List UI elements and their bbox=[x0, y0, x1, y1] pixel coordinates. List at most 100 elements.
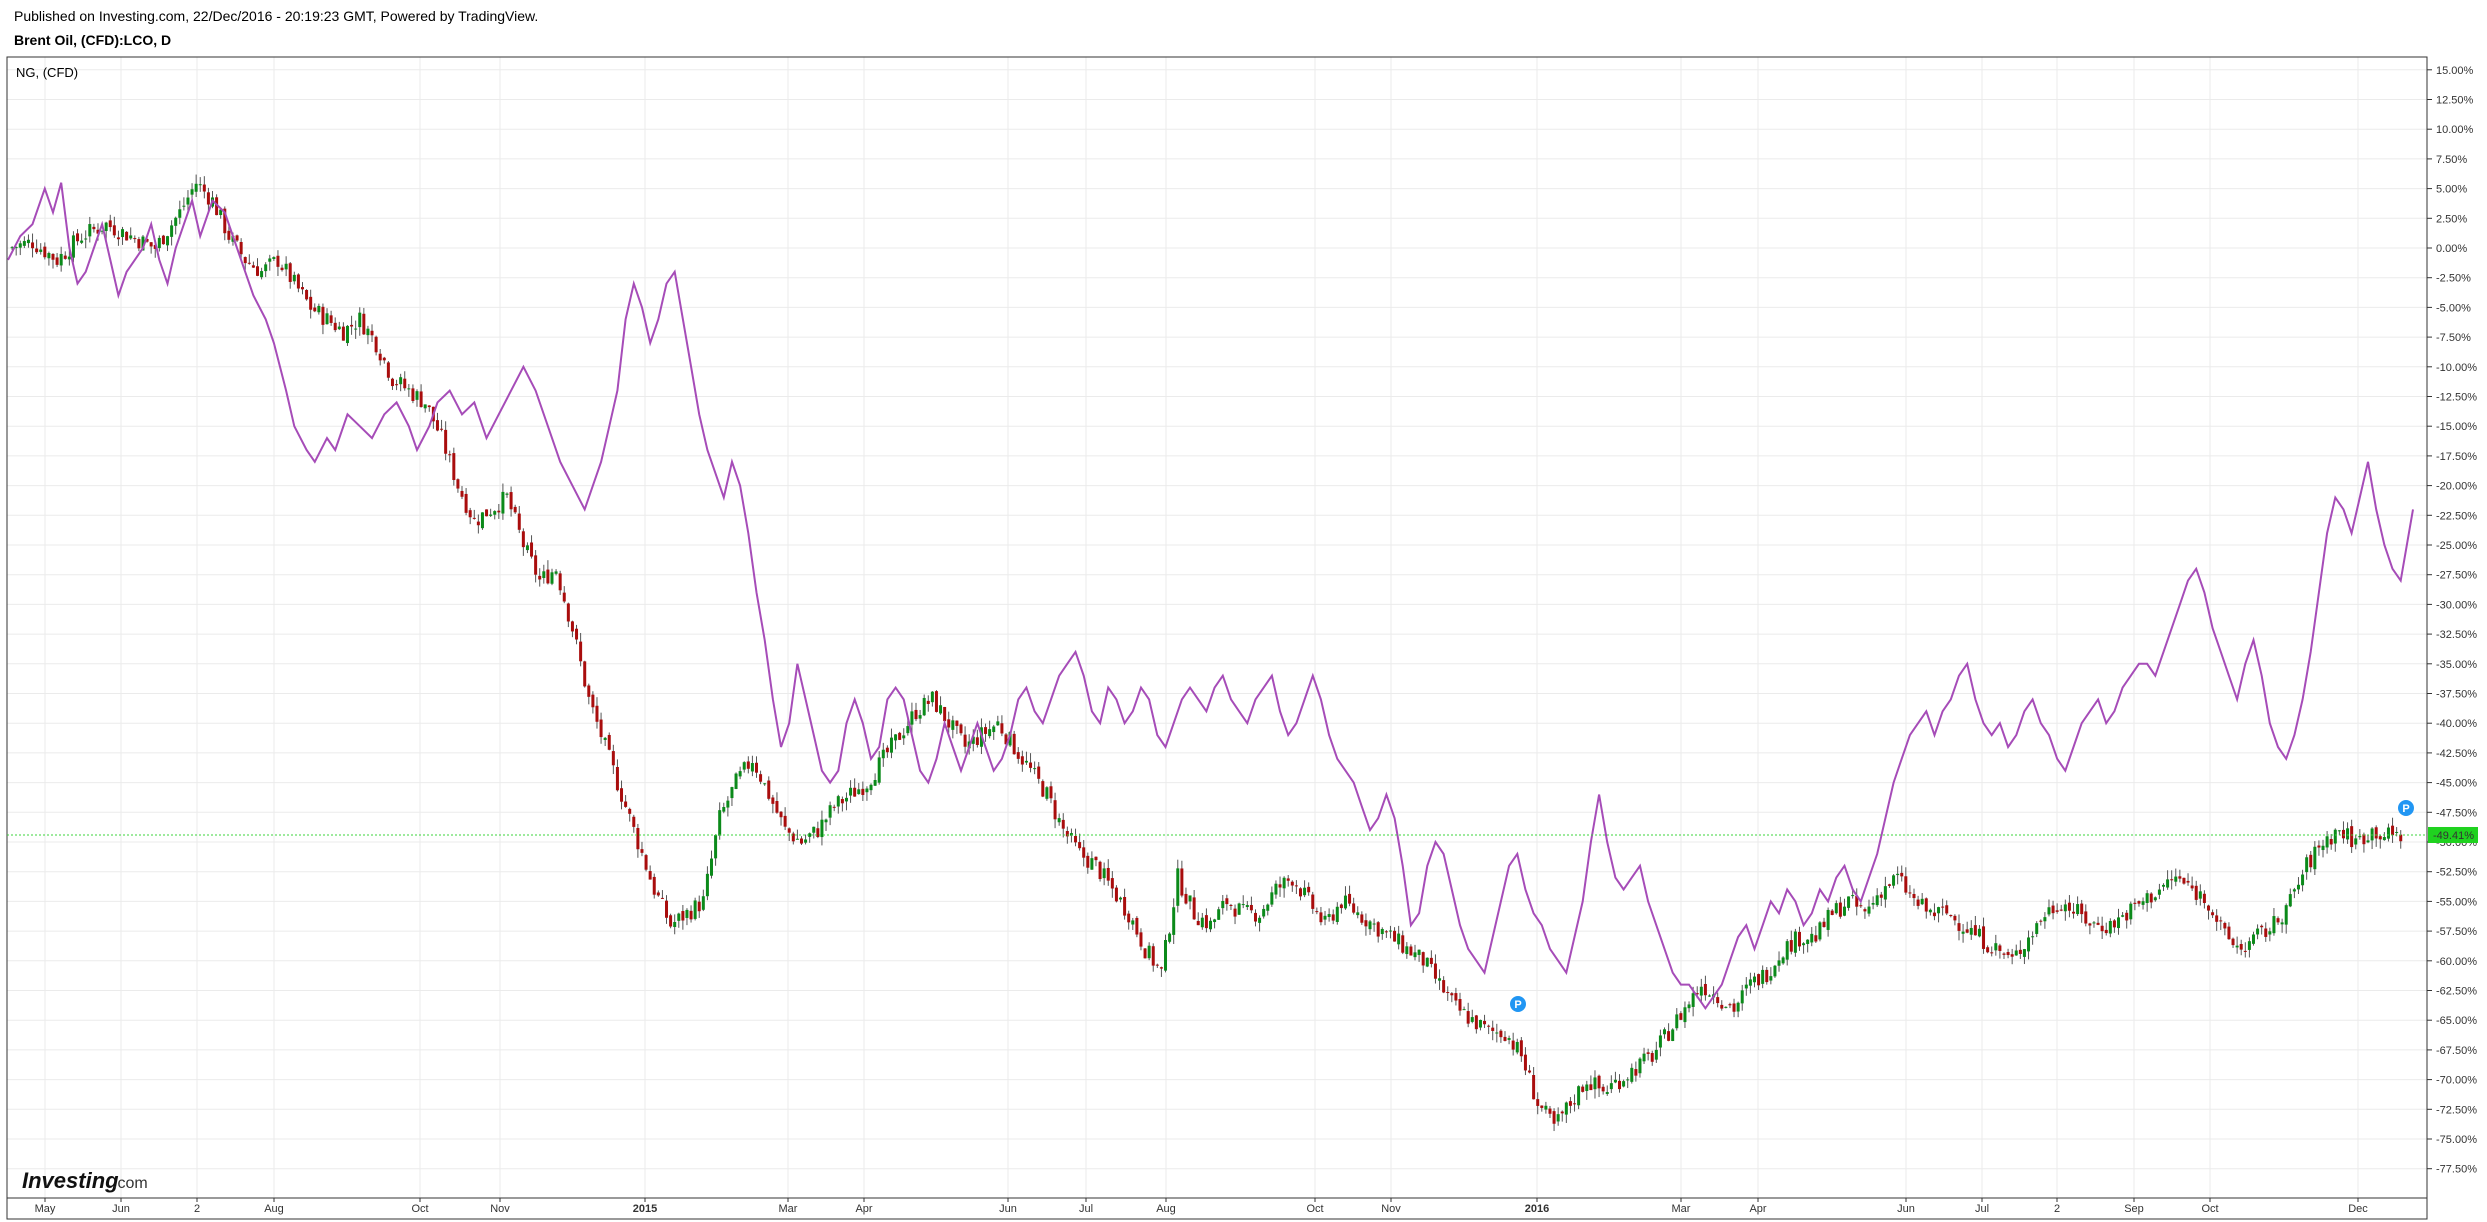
x-tick-label: Jul bbox=[1079, 1203, 1093, 1215]
candle-body bbox=[2137, 901, 2141, 904]
candle-body bbox=[1249, 904, 1253, 911]
candle-body bbox=[2333, 829, 2337, 844]
candle-body bbox=[791, 833, 795, 842]
candle-body bbox=[754, 762, 758, 773]
candle-body bbox=[1446, 992, 1450, 994]
candle-body bbox=[1892, 875, 1896, 886]
candle-body bbox=[35, 248, 39, 253]
investing-logo[interactable]: Investing .com bbox=[22, 1168, 148, 1193]
candle-body bbox=[1474, 1015, 1478, 1030]
candle-body bbox=[399, 377, 403, 385]
candle-body bbox=[313, 307, 317, 312]
candle-body bbox=[1339, 904, 1343, 909]
y-tick-label: -27.50% bbox=[2436, 570, 2477, 582]
x-tick-label: 2016 bbox=[1525, 1203, 1549, 1215]
candle-body bbox=[1303, 887, 1307, 896]
candle-body bbox=[39, 249, 43, 252]
candle-body bbox=[877, 757, 881, 783]
candle-body bbox=[1135, 917, 1139, 935]
candle-body bbox=[718, 810, 722, 836]
candle-body bbox=[513, 506, 517, 513]
candle-body bbox=[591, 694, 595, 708]
candle-body bbox=[546, 569, 550, 584]
candle-body bbox=[255, 266, 259, 276]
x-tick-label: Oct bbox=[2201, 1203, 2218, 1215]
candle-body bbox=[190, 189, 194, 195]
candle-body bbox=[1037, 766, 1041, 779]
candle-body bbox=[910, 711, 914, 725]
candle-body bbox=[1503, 1036, 1507, 1041]
candle-body bbox=[587, 685, 591, 697]
candle-body bbox=[1973, 925, 1977, 936]
marker-glyph: P bbox=[2402, 803, 2409, 815]
candle-body bbox=[665, 900, 669, 918]
candle-body bbox=[456, 479, 460, 489]
candle-body bbox=[321, 306, 325, 325]
candle-body bbox=[2219, 920, 2223, 922]
candle-body bbox=[1752, 976, 1756, 983]
candle-body bbox=[554, 571, 558, 574]
candle-body bbox=[1663, 1029, 1667, 1035]
candle-body bbox=[137, 239, 141, 249]
x-tick-label: Dec bbox=[2348, 1203, 2368, 1215]
candle-body bbox=[1679, 1013, 1683, 1020]
candle-body bbox=[440, 428, 444, 430]
candle-body bbox=[2035, 923, 2039, 934]
candle-body bbox=[689, 910, 693, 920]
candle-body bbox=[71, 235, 75, 258]
candle-body bbox=[1736, 1002, 1740, 1012]
y-tick-label: -17.50% bbox=[2436, 451, 2477, 463]
y-tick-label: -2.50% bbox=[2436, 273, 2471, 285]
candle-body bbox=[632, 816, 636, 827]
candle-body bbox=[1986, 947, 1990, 953]
candle-body bbox=[1650, 1053, 1654, 1062]
candle-body bbox=[1900, 872, 1904, 877]
candle-body bbox=[358, 312, 362, 328]
candle-body bbox=[1217, 909, 1221, 920]
candle-body bbox=[1609, 1083, 1613, 1090]
y-tick-label: -77.50% bbox=[2436, 1164, 2477, 1176]
last-price-label: -49.41% bbox=[2433, 830, 2474, 842]
candle-body bbox=[1331, 914, 1335, 921]
candle-body bbox=[2354, 838, 2358, 845]
candle-body bbox=[975, 737, 979, 745]
candle-body bbox=[947, 719, 951, 728]
event-marker-icon[interactable]: P bbox=[2398, 800, 2414, 816]
candle-body bbox=[1307, 886, 1311, 893]
event-marker-icon[interactable]: P bbox=[1510, 996, 1526, 1012]
candle-body bbox=[579, 641, 583, 662]
candle-body bbox=[419, 391, 423, 408]
candle-body bbox=[996, 721, 1000, 726]
candle-body bbox=[1229, 904, 1233, 906]
candle-body bbox=[2059, 909, 2063, 911]
candle-body bbox=[1904, 876, 1908, 893]
candle-body bbox=[264, 264, 268, 272]
candle-body bbox=[235, 235, 239, 241]
candle-body bbox=[1401, 935, 1405, 953]
candle-body bbox=[636, 828, 640, 850]
candle-body bbox=[1204, 915, 1208, 929]
candle-body bbox=[804, 839, 808, 843]
y-tick-label: -25.00% bbox=[2436, 540, 2477, 552]
candle-body bbox=[1315, 911, 1319, 913]
candle-body bbox=[1258, 917, 1262, 923]
candle-body bbox=[1691, 993, 1695, 1007]
x-tick-label: May bbox=[35, 1203, 56, 1215]
candle-body bbox=[783, 815, 787, 827]
candle-body bbox=[435, 420, 439, 431]
candle-body bbox=[296, 274, 300, 289]
candle-body bbox=[857, 789, 861, 795]
candle-body bbox=[1388, 930, 1392, 932]
candle-body bbox=[2014, 950, 2018, 956]
candle-body bbox=[1274, 883, 1278, 895]
candle-body bbox=[1703, 983, 1707, 996]
candle-body bbox=[407, 388, 411, 390]
candle-body bbox=[1720, 1004, 1724, 1009]
candle-body bbox=[1773, 965, 1777, 977]
candle-body bbox=[853, 787, 857, 797]
candle-body bbox=[219, 209, 223, 216]
candle-body bbox=[1384, 931, 1388, 933]
candle-body bbox=[505, 493, 509, 495]
candle-body bbox=[939, 705, 943, 714]
